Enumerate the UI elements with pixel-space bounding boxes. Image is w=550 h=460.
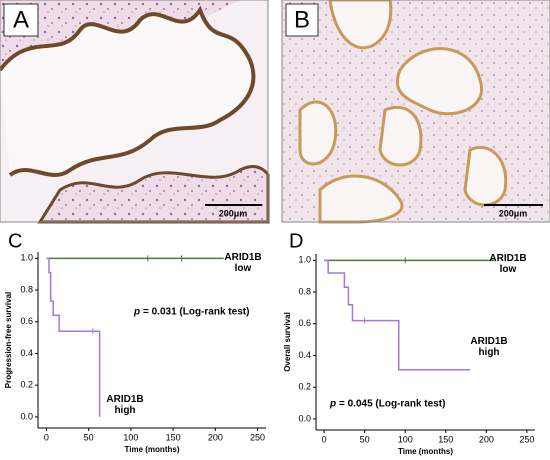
x-tick-label: 200 (479, 434, 494, 444)
panel-label: B (294, 6, 310, 33)
p-symbol: p (133, 307, 140, 318)
annotation: = 0.045 (Log-rank test) (339, 399, 445, 410)
y-tick-label: 0.0 (298, 413, 311, 423)
micrograph-b (281, 0, 550, 224)
y-tick-label: 0.4 (20, 348, 33, 358)
legend-label: ARID1B low (224, 252, 262, 274)
legend-label: ARID1B low (489, 253, 527, 275)
y-axis-label: Progression-free survival (4, 292, 13, 388)
x-axis-label: Time (months) (398, 447, 453, 456)
y-tick-label: 0.6 (20, 316, 33, 326)
x-tick-label: 250 (250, 432, 265, 442)
annotation: = 0.031 (Log-rank test) (143, 307, 249, 318)
x-tick-label: 150 (438, 434, 453, 444)
scale-bar-label: 200μm (499, 208, 528, 218)
y-axis-label: Overall survival (283, 312, 292, 372)
y-tick-label: 0.2 (298, 382, 311, 392)
y-tick-label: 1.0 (298, 255, 311, 265)
y-tick-label: 0.8 (298, 286, 311, 296)
panel-label: C (8, 230, 22, 252)
scale-bar-label: 200μm (219, 208, 248, 218)
x-tick-label: 100 (398, 434, 413, 444)
survival-curve (324, 259, 471, 371)
x-tick-label: 100 (123, 432, 138, 442)
y-tick-label: 0.8 (20, 284, 33, 294)
y-tick-label: 0.4 (298, 350, 311, 360)
x-axis-label: Time (months) (125, 445, 180, 454)
x-tick-label: 250 (519, 434, 534, 444)
p-symbol: p (329, 399, 336, 410)
y-tick-label: 0.0 (20, 411, 33, 421)
legend-label: ARID1B high (106, 394, 144, 416)
y-tick-label: 0.2 (20, 380, 33, 390)
micrograph-a (0, 0, 270, 224)
x-tick-label: 50 (360, 434, 370, 444)
y-tick-label: 1.0 (20, 253, 33, 263)
x-tick-label: 50 (84, 432, 94, 442)
y-tick-label: 0.6 (298, 318, 311, 328)
x-tick-label: 200 (208, 432, 223, 442)
x-tick-label: 0 (322, 434, 327, 444)
x-tick-label: 0 (44, 432, 49, 442)
survival-curve (46, 257, 101, 417)
panel-label: D (289, 230, 303, 252)
x-tick-label: 150 (166, 432, 181, 442)
legend-label: ARID1B high (470, 336, 508, 358)
panel-label: A (13, 6, 29, 33)
